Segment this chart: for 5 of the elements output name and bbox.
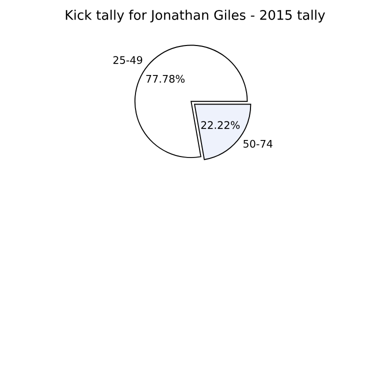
slice-label: 50-74: [244, 140, 272, 148]
chart-title: Kick tally for Jonathan Giles - 2015 tally: [66, 10, 326, 23]
data-label: 22.22%: [201, 121, 240, 129]
slice-label: 25-49: [113, 56, 142, 64]
data-label: 77.78%: [146, 74, 185, 83]
